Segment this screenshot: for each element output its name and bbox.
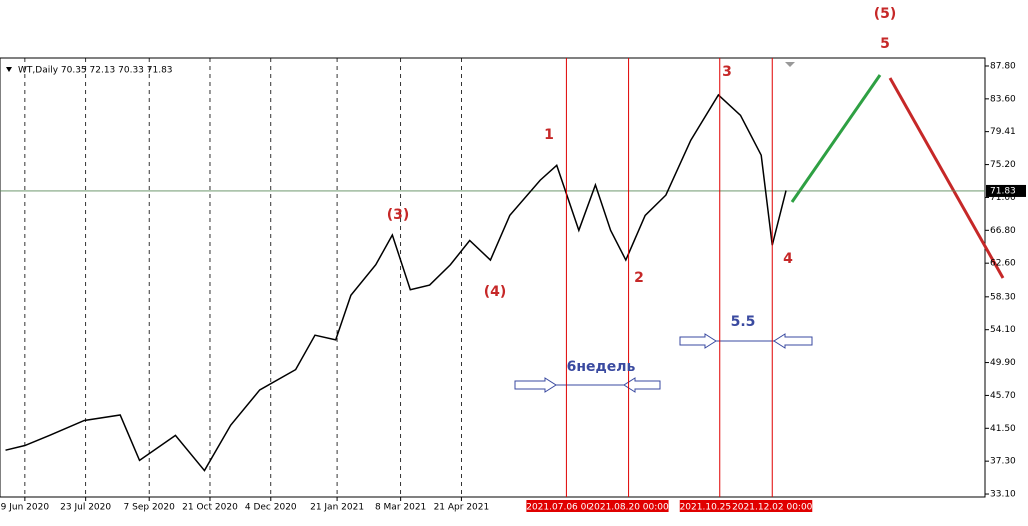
y-tick-label: 33.10 bbox=[990, 490, 1016, 500]
event-label-bg bbox=[526, 500, 607, 512]
arrow-6w bbox=[514, 377, 661, 393]
annotation: 3 bbox=[722, 64, 732, 80]
event-label: 2021.08.20 00:00 bbox=[588, 503, 669, 513]
x-tick-label: 21 Apr 2021 bbox=[434, 503, 490, 513]
x-tick-label: 9 Jun 2020 bbox=[1, 503, 50, 513]
y-tick-label: 58.30 bbox=[990, 292, 1016, 302]
plot-frame bbox=[0, 57, 986, 498]
forecast-down bbox=[888, 77, 1005, 279]
x-tick-label: 21 Oct 2020 bbox=[182, 503, 238, 513]
x-tick-label: 8 Mar 2021 bbox=[375, 503, 426, 513]
annotation: 6недель bbox=[567, 359, 636, 375]
chart-title: WT,Daily 70.35 72.13 70.33 71.83 bbox=[18, 66, 173, 76]
event-label-bg bbox=[588, 500, 669, 512]
event-label: 2021.07.06 00:00 bbox=[526, 503, 607, 513]
title-icon bbox=[6, 67, 12, 72]
annotation: 4 bbox=[783, 251, 793, 267]
price-line-series bbox=[5, 93, 787, 472]
annotation: (5) bbox=[874, 6, 897, 22]
x-tick-label: 4 Dec 2020 bbox=[245, 503, 297, 513]
price-label-bg bbox=[986, 184, 1026, 197]
y-tick-label: 49.90 bbox=[990, 358, 1016, 368]
annotation: 1 bbox=[544, 127, 554, 143]
y-tick-label: 41.50 bbox=[990, 424, 1016, 434]
forecast-up bbox=[790, 74, 882, 203]
y-tick-label: 62.60 bbox=[990, 259, 1016, 269]
price-label: 71.83 bbox=[990, 186, 1016, 196]
event-label: 2021.10.25 00:00 bbox=[680, 503, 761, 513]
event-label-bg bbox=[732, 500, 813, 512]
annotation: 5.5 bbox=[731, 314, 756, 330]
y-tick-label: 87.80 bbox=[990, 61, 1016, 71]
arrow-5-5 bbox=[679, 333, 813, 349]
x-tick-label: 7 Sep 2020 bbox=[124, 503, 176, 513]
event-label: 2021.12.02 00:00 bbox=[732, 503, 813, 513]
y-tick-label: 79.41 bbox=[990, 127, 1016, 137]
annotation: (4) bbox=[484, 284, 507, 300]
scroll-marker bbox=[785, 62, 795, 67]
x-tick-label: 21 Jan 2021 bbox=[310, 503, 364, 513]
y-tick-label: 37.30 bbox=[990, 457, 1016, 467]
y-tick-label: 83.60 bbox=[990, 94, 1016, 104]
annotation: 5 bbox=[880, 36, 890, 52]
annotation: 2 bbox=[634, 270, 644, 286]
annotation: (3) bbox=[387, 207, 410, 223]
y-tick-label: 71.00 bbox=[990, 193, 1016, 203]
y-tick-label: 45.70 bbox=[990, 391, 1016, 401]
y-tick-label: 75.20 bbox=[990, 160, 1016, 170]
x-tick-label: 23 Jul 2020 bbox=[60, 503, 111, 513]
y-tick-label: 54.10 bbox=[990, 325, 1016, 335]
y-tick-label: 66.80 bbox=[990, 226, 1016, 236]
